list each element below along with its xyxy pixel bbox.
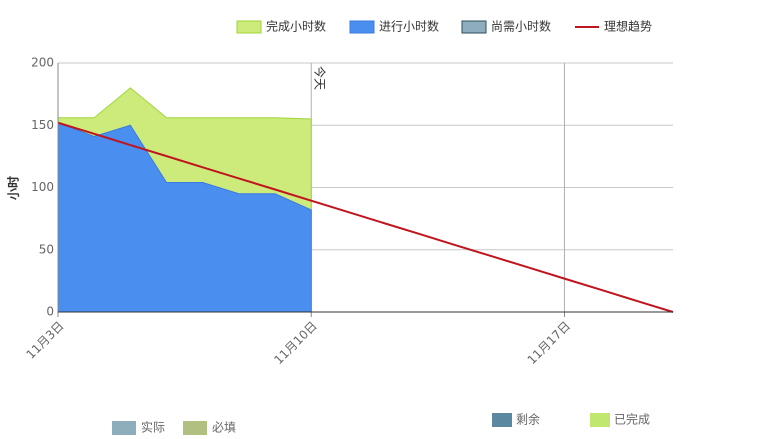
legend-label: 尚需小时数 — [491, 19, 551, 34]
y-tick-label: 50 — [39, 242, 54, 256]
legend-swatch — [236, 20, 262, 34]
legend-swatch — [461, 20, 487, 34]
y-tick-label: 200 — [31, 56, 54, 70]
footer-legend-swatch — [112, 421, 136, 435]
y-axis-label: 小时 — [6, 176, 21, 200]
area — [57, 122, 312, 313]
legend-label: 理想趋势 — [604, 19, 652, 34]
footer-legend-label: 必填 — [212, 421, 236, 435]
footer-legend-swatch — [183, 421, 207, 435]
legend-label: 完成小时数 — [266, 19, 326, 34]
annotation: 今天 — [313, 66, 328, 90]
y-tick-label: 150 — [31, 118, 54, 132]
footer-legend-label: 实际 — [141, 420, 165, 435]
y-tick-label: 0 — [46, 305, 54, 319]
line — [57, 121, 674, 313]
x-tick-label: 11月3日 — [24, 319, 67, 362]
y-tick-label: 100 — [31, 180, 54, 194]
x-tick-label: 11月10日 — [271, 319, 319, 367]
footer-legend-swatch — [590, 413, 610, 427]
x-tick-label: 11月17日 — [525, 319, 573, 367]
legend-swatch — [349, 20, 375, 34]
footer-legend-label: 剩余 — [516, 412, 540, 427]
footer-legend-swatch — [492, 413, 512, 427]
legend-label: 进行小时数 — [379, 19, 439, 34]
footer-legend-label: 已完成 — [614, 412, 650, 427]
